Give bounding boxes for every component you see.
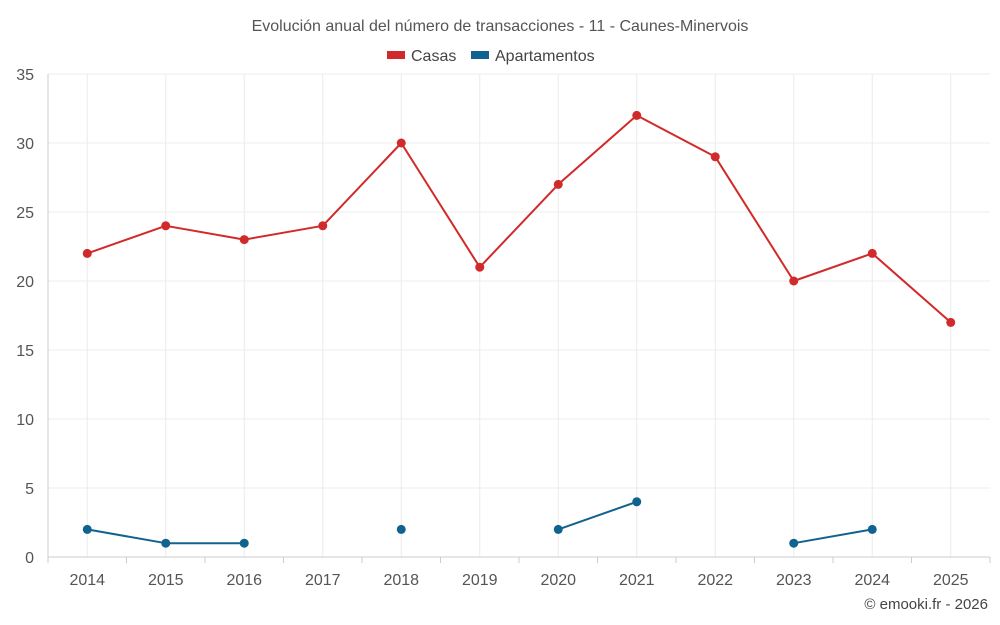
series-line-apartamentos-2 — [793, 528, 873, 545]
legend-label-apartamentos: Apartamentos — [495, 48, 595, 65]
point-casas-2019 — [475, 262, 485, 272]
axes — [47, 74, 991, 563]
x-tick-2017: 2017 — [305, 572, 341, 589]
y-tick-15: 15 — [16, 343, 34, 360]
x-tick-2023: 2023 — [776, 572, 812, 589]
point-apartamentos-2018 — [396, 524, 406, 534]
point-casas-2020 — [553, 179, 563, 189]
point-apartamentos-2024 — [867, 524, 877, 534]
x-tick-2024: 2024 — [854, 572, 890, 589]
point-casas-2016 — [239, 235, 249, 245]
x-tick-2018: 2018 — [383, 572, 419, 589]
y-tick-20: 20 — [16, 274, 34, 291]
x-tick-2020: 2020 — [540, 572, 576, 589]
x-tick-2016: 2016 — [226, 572, 262, 589]
point-casas-2017 — [318, 221, 328, 231]
legend-swatch-casas — [387, 51, 405, 59]
x-tick-2014: 2014 — [69, 572, 105, 589]
point-casas-2021 — [632, 110, 642, 120]
series-line-apartamentos-1 — [557, 500, 638, 531]
point-apartamentos-2023 — [789, 538, 799, 548]
point-casas-2015 — [161, 221, 171, 231]
gridlines — [48, 73, 990, 557]
x-tick-2022: 2022 — [697, 572, 733, 589]
x-tick-2021: 2021 — [619, 572, 655, 589]
point-casas-2014 — [82, 248, 92, 258]
series-line-casas-0 — [86, 114, 952, 324]
y-tick-25: 25 — [16, 205, 34, 222]
point-casas-2025 — [946, 317, 956, 327]
legend-swatch-apartamentos — [471, 51, 489, 59]
y-tick-0: 0 — [25, 550, 34, 567]
y-tick-35: 35 — [16, 67, 34, 84]
point-apartamentos-2016 — [239, 538, 249, 548]
x-tick-labels: 2014 2015 2016 2017 2018 2019 2020 2021 2022 2023… — [69, 572, 968, 589]
point-casas-2018 — [396, 138, 406, 148]
point-apartamentos-2014 — [82, 524, 92, 534]
legend-label-casas: Casas — [411, 48, 456, 65]
chart-title: Evolución anual del número de transaccio… — [252, 18, 749, 35]
credit-text: © emooki.fr - 2026 — [864, 596, 988, 613]
series — [82, 110, 956, 548]
series-apartamentos — [82, 497, 877, 548]
point-apartamentos-2021 — [632, 497, 642, 507]
point-apartamentos-2020 — [553, 524, 563, 534]
x-tick-2015: 2015 — [148, 572, 184, 589]
point-casas-2022 — [710, 152, 720, 162]
point-casas-2024 — [867, 248, 877, 258]
y-tick-10: 10 — [16, 412, 34, 429]
x-tick-2025: 2025 — [933, 572, 969, 589]
y-tick-5: 5 — [25, 481, 34, 498]
y-tick-30: 30 — [16, 136, 34, 153]
y-tick-labels: 0 5 10 15 20 25 30 35 — [16, 67, 34, 567]
legend: Casas Apartamentos — [387, 48, 595, 65]
point-apartamentos-2015 — [161, 538, 171, 548]
series-casas — [82, 110, 956, 327]
point-casas-2023 — [789, 276, 799, 286]
x-tick-2019: 2019 — [462, 572, 498, 589]
